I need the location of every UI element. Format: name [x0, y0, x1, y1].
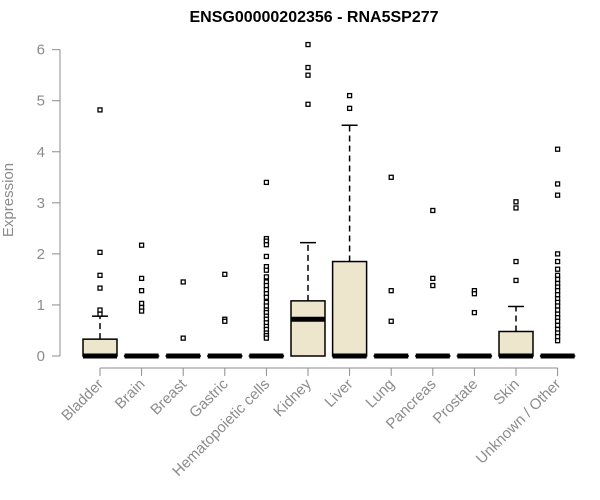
outlier-point	[554, 322, 561, 329]
box-group	[123, 242, 160, 359]
y-tick-label: 6	[37, 42, 45, 59]
outlier-point	[263, 294, 270, 300]
outlier-point	[263, 242, 270, 248]
outlier-point	[346, 105, 353, 112]
outlier-point	[180, 335, 186, 341]
box	[290, 300, 326, 357]
outlier-point	[554, 303, 561, 309]
box-group	[498, 199, 534, 359]
x-tick-label: Bladder	[58, 376, 107, 425]
box	[82, 338, 118, 357]
outlier-point	[554, 287, 561, 294]
box	[498, 330, 534, 357]
y-tick-label: 4	[37, 144, 45, 161]
outlier-point	[430, 275, 436, 282]
x-tick-label: Lung	[362, 376, 398, 412]
outlier-point	[305, 101, 311, 107]
outlier-point	[388, 287, 394, 294]
outlier-point	[138, 242, 145, 248]
outlier-point	[263, 286, 270, 293]
outlier-point	[138, 308, 145, 314]
x-tick-label: Liver	[321, 376, 356, 411]
outlier-point	[554, 307, 561, 313]
outlier-point	[138, 275, 145, 282]
box-group	[82, 107, 118, 359]
box	[331, 260, 368, 357]
outlier-point	[97, 107, 103, 113]
outlier-point	[513, 205, 519, 211]
outlier-point	[471, 291, 478, 297]
outlier-point	[554, 266, 561, 272]
box-group	[373, 174, 409, 359]
x-tick-label: Skin	[490, 376, 523, 409]
outlier-point	[554, 146, 561, 152]
y-tick-label: 3	[37, 195, 45, 212]
outlier-point	[554, 181, 561, 187]
outlier-point	[97, 249, 103, 256]
outlier-point	[222, 318, 228, 324]
outlier-point	[97, 311, 103, 317]
outlier-point	[97, 307, 103, 313]
outlier-point	[263, 274, 270, 280]
outlier-point	[554, 192, 561, 198]
box-group	[331, 92, 368, 359]
outlier-point	[180, 279, 186, 285]
x-tick-label: Prostate	[430, 376, 482, 428]
outlier-point	[305, 41, 311, 48]
x-tick-label: Brain	[112, 376, 149, 413]
outlier-point	[554, 338, 561, 344]
outlier-point	[554, 333, 561, 340]
outlier-point	[554, 276, 561, 283]
x-tick-label: Breast	[147, 375, 190, 418]
outlier-point	[138, 300, 145, 307]
box-series	[82, 41, 576, 359]
outlier-point	[554, 292, 561, 298]
outlier-point	[471, 309, 478, 316]
box-group	[415, 207, 451, 359]
outlier-point	[388, 318, 394, 324]
outlier-point	[554, 258, 561, 265]
y-tick-label: 0	[37, 348, 45, 365]
outlier-point	[97, 285, 103, 291]
outlier-point	[305, 72, 311, 78]
outlier-point	[97, 272, 103, 278]
box-group	[290, 41, 326, 357]
outlier-point	[513, 199, 519, 205]
outlier-point	[263, 253, 270, 260]
outlier-point	[263, 267, 270, 273]
y-ticks: 0 1 2 3 4 5 6	[37, 42, 60, 365]
outlier-point	[554, 251, 561, 257]
x-tick-label: Kidney	[270, 375, 315, 420]
outlier-point	[346, 92, 353, 99]
outlier-point	[554, 318, 561, 324]
y-axis-label: Expression	[0, 163, 17, 237]
box-group	[456, 287, 493, 359]
outlier-point	[430, 282, 436, 289]
outlier-point	[138, 287, 145, 294]
outlier-point	[430, 207, 436, 214]
outlier-point	[388, 174, 394, 180]
outlier-point	[513, 258, 519, 265]
outlier-point	[305, 64, 311, 71]
outlier-point	[513, 277, 519, 284]
box-group	[165, 279, 201, 359]
box-group	[539, 146, 576, 359]
y-tick-label: 5	[37, 93, 45, 110]
box-group	[207, 271, 243, 359]
outlier-point	[263, 335, 270, 341]
chart-title: ENSG00000202356 - RNA5SP277	[189, 9, 438, 26]
y-tick-label: 2	[37, 246, 45, 263]
outlier-point	[263, 303, 270, 309]
outlier-point	[554, 272, 561, 278]
box-group	[248, 179, 285, 359]
outlier-point	[263, 282, 270, 289]
y-tick-label: 1	[37, 297, 45, 314]
outlier-point	[263, 179, 270, 186]
outlier-point	[222, 271, 228, 277]
